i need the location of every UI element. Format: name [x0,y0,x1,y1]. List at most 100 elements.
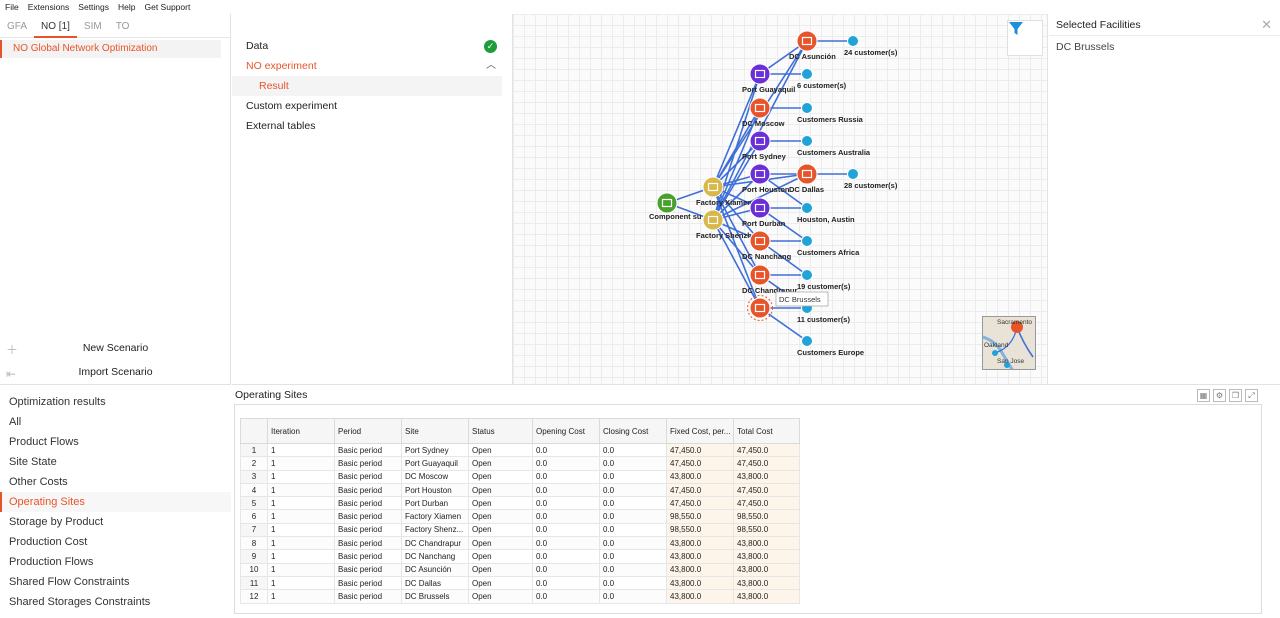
tree-item-external-tables[interactable]: External tables [246,120,316,132]
map-node-dc[interactable]: DC Nanchang [742,230,792,261]
expand-icon[interactable]: ⤢ [1245,389,1258,402]
column-header[interactable] [240,418,268,444]
result-item-production-flows[interactable]: Production Flows [9,556,94,568]
filter-button[interactable] [1007,20,1043,56]
table-cell: 43,800.0 [666,469,734,484]
table-row[interactable]: 6 1 Basic period Factory Xiamen Open 0.0 0.0 98… [240,509,800,524]
column-header[interactable]: Closing Cost [599,418,667,444]
result-item-storage-by-product[interactable]: Storage by Product [9,516,104,528]
result-item-shared-flow-constraints[interactable]: Shared Flow Constraints [9,576,130,588]
minimap[interactable]: Sacramento Oakland San Jose [982,316,1036,370]
map-node-customer[interactable]: Customers Australia [797,135,871,158]
flow-edge[interactable] [712,73,761,188]
table-row[interactable]: 8 1 Basic period DC Chandrapur Open 0.0 0.0 43,… [240,536,800,551]
table-row[interactable]: 3 1 Basic period DC Moscow Open 0.0 0.0 43,800.… [240,469,800,484]
result-item-site-state[interactable]: Site State [9,456,57,468]
network-map[interactable]: Component su Factory Xiamen Factory Shenzh… [512,14,1048,384]
result-item-all[interactable]: All [9,416,22,428]
map-node-customer[interactable]: 28 customer(s) [844,168,898,191]
gear-icon[interactable]: ⚙ [1213,389,1226,402]
table-row[interactable]: 12 1 Basic period DC Brussels Open 0.0 0.0 43,8… [240,589,800,604]
tab-sim[interactable]: SIM [83,20,102,32]
map-node-customer[interactable]: 6 customer(s) [797,68,847,91]
close-icon[interactable]: ✕ [1261,17,1272,32]
flow-edge[interactable] [712,173,808,221]
table-row[interactable]: 5 1 Basic period Port Durban Open 0.0 0.0 47,45… [240,496,800,511]
column-header[interactable]: Period [334,418,402,444]
tree-item-no-experiment[interactable]: NO experiment ︿ [232,56,502,76]
map-node-dc[interactable]: DC Moscow [742,97,785,128]
result-item-other-costs[interactable]: Other Costs [9,476,68,488]
tree-item-data[interactable]: Data ✓ [232,36,502,56]
map-node-port[interactable]: Port Durban [742,197,786,228]
map-node-dc[interactable]: DC Dallas [789,163,824,194]
result-item-operating-sites[interactable]: Operating Sites [0,492,231,512]
menu-bar: File Extensions Settings Help Get Suppor… [0,0,1280,14]
map-node-supplier[interactable]: Component su [649,192,702,221]
new-scenario-button[interactable]: ＋ New Scenario [0,338,231,362]
map-node-customer[interactable]: Customers Europe [797,335,864,358]
column-header[interactable]: Total Cost [733,418,800,444]
table-row[interactable]: 7 1 Basic period Factory Shenz... Open 0.0 0.0… [240,522,800,538]
minimap-label: Sacramento [997,319,1032,326]
column-header[interactable]: Site [401,418,469,444]
table-cell: 1 [267,562,335,577]
map-node-customer[interactable]: 24 customer(s) [844,35,898,58]
map-node-label: Factory Xiamen [696,198,752,207]
map-node-factory[interactable]: Factory Xiamen [696,176,752,207]
map-node-dc[interactable]: DC Asunción [789,30,836,61]
tab-no[interactable]: NO [1] [34,14,77,38]
tree-item-custom-experiment[interactable]: Custom experiment [246,100,338,112]
menu-extensions[interactable]: Extensions [27,2,70,12]
table-row[interactable]: 1 1 Basic period Port Sydney Open 0.0 0.0 47,45… [240,442,800,458]
flow-edge[interactable] [712,107,761,221]
tree-item-result[interactable]: Result [232,76,502,96]
table-row[interactable]: 11 1 Basic period DC Dallas Open 0.0 0.0 43,800… [240,575,800,591]
table-cell: 43,800.0 [666,589,734,604]
network-graph[interactable]: Component su Factory Xiamen Factory Shenzh… [513,14,1048,384]
table-row[interactable]: 10 1 Basic period DC Asunción Open 0.0 0.0 43,8… [240,562,800,577]
table-cell: 98,550.0 [733,522,800,538]
table-cell: Open [468,482,533,498]
tab-gfa[interactable]: GFA [7,20,28,32]
minimap-label: San Jose [997,358,1024,365]
map-node-port[interactable]: Port Sydney [742,130,787,161]
map-node-customer[interactable]: Houston, Austin [797,202,855,225]
map-node-dc[interactable] [747,295,773,321]
flow-edge[interactable] [712,219,761,309]
result-item-shared-storages-constraints[interactable]: Shared Storages Constraints [9,596,151,608]
chevron-up-icon[interactable]: ︿ [486,60,496,71]
table-row[interactable]: 9 1 Basic period DC Nanchang Open 0.0 0.0 43,80… [240,549,800,564]
result-item-optimization-results[interactable]: Optimization results [9,396,106,408]
result-item-production-cost[interactable]: Production Cost [9,536,88,548]
column-header[interactable]: Iteration [267,418,335,444]
menu-settings[interactable]: Settings [78,2,110,12]
flow-edge[interactable] [712,219,761,276]
table-row[interactable]: 4 1 Basic period Port Houston Open 0.0 0.0 47,4… [240,482,800,498]
map-node-port[interactable]: Port Guayaquil [742,63,795,94]
menu-get-support[interactable]: Get Support [144,2,191,12]
selected-facility-item[interactable]: DC Brussels [1056,41,1115,53]
experiment-item[interactable]: NO Global Network Optimization [0,40,221,58]
import-scenario-button[interactable]: ⇤ Import Scenario [0,362,231,386]
flow-edge[interactable] [712,173,761,221]
column-header[interactable]: Status [468,418,533,444]
map-node-factory[interactable]: Factory Shenzh [696,209,752,240]
map-node-customer[interactable]: 19 customer(s) [797,269,851,292]
copy-icon[interactable]: ❐ [1229,389,1242,402]
tab-to[interactable]: TO [115,20,130,32]
column-header[interactable]: Opening Cost [532,418,600,444]
result-item-product-flows[interactable]: Product Flows [9,436,79,448]
map-node-customer[interactable]: Customers Russia [797,102,864,125]
flow-edge[interactable] [712,140,761,221]
grid-icon[interactable]: ▦ [1197,389,1210,402]
map-node-customer[interactable]: Customers Africa [797,235,860,258]
flow-edge[interactable] [712,73,761,221]
table-row[interactable]: 2 1 Basic period Port Guayaquil Open 0.0 0.0 47… [240,456,800,471]
map-node-dc[interactable]: DC Chandrapur [742,264,798,295]
warehouse-icon [754,136,766,146]
menu-file[interactable]: File [5,2,19,12]
column-header[interactable]: Fixed Cost, per... [666,418,734,444]
menu-help[interactable]: Help [118,2,136,12]
map-node-port[interactable]: Port Houston [742,163,790,194]
